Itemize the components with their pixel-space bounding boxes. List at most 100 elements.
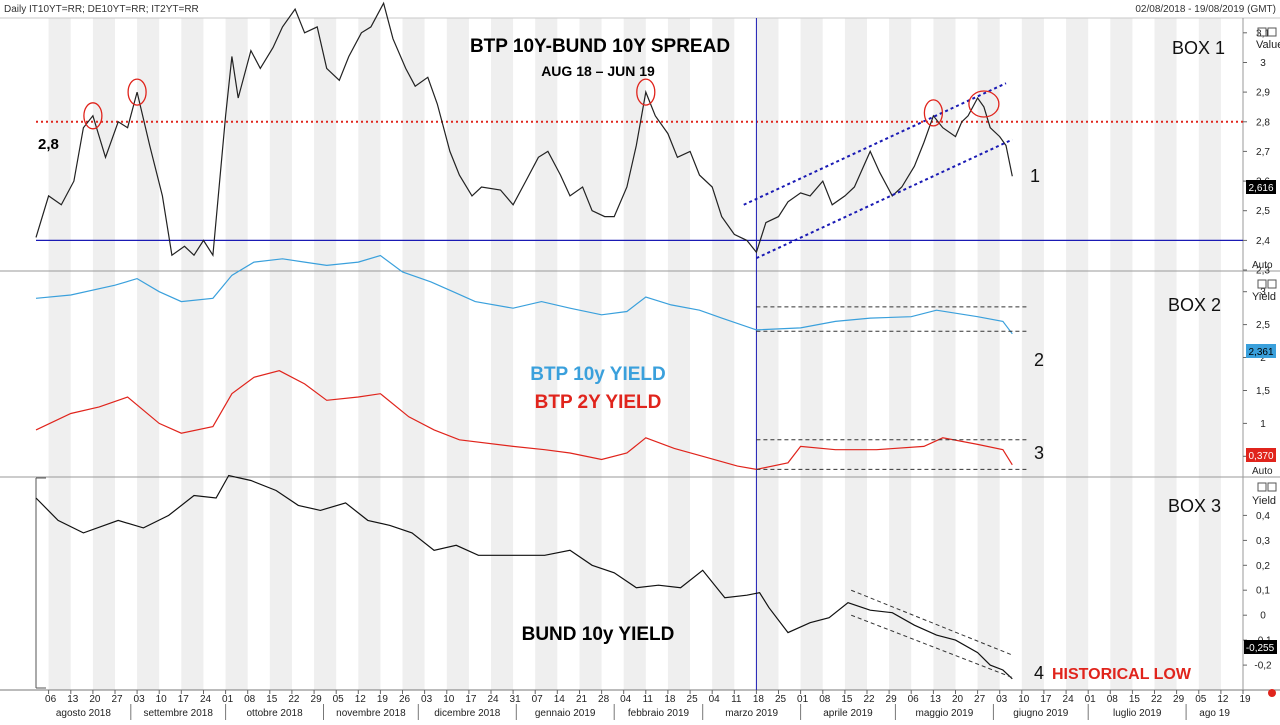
- month-label: ottobre 2018: [247, 708, 304, 719]
- box3-label: BOX 3: [1168, 496, 1221, 516]
- x-tick-label: 29: [1173, 694, 1185, 705]
- week-band: [667, 18, 690, 690]
- box3-tick-label: 0,3: [1256, 536, 1270, 547]
- x-tick-label: 29: [886, 694, 898, 705]
- box1-tick-label: 2,9: [1256, 88, 1270, 99]
- box3-panel-controls[interactable]: [1257, 482, 1277, 492]
- week-band: [535, 18, 558, 690]
- alert-dot-icon[interactable]: [1268, 689, 1276, 697]
- box1-panel-controls[interactable]: [1257, 27, 1277, 37]
- marker-4: 4: [1034, 663, 1044, 683]
- x-tick-label: 20: [89, 694, 101, 705]
- month-label: giugno 2019: [1013, 708, 1068, 719]
- box3-close-icon[interactable]: [1267, 482, 1277, 492]
- bund-last-value: -0,255: [1246, 643, 1275, 654]
- x-tick-label: 25: [687, 694, 699, 705]
- box3-minimize-icon[interactable]: [1257, 482, 1267, 492]
- week-band: [889, 18, 912, 690]
- box2-tick-label: 3: [1260, 287, 1266, 298]
- x-tick-label: 24: [200, 694, 212, 705]
- x-tick-label: 29: [311, 694, 323, 705]
- month-label: ago 19: [1199, 708, 1230, 719]
- x-tick-label: 08: [1107, 694, 1119, 705]
- x-tick-label: 19: [1239, 694, 1251, 705]
- box2-close-icon[interactable]: [1267, 279, 1277, 289]
- x-tick-label: 11: [731, 694, 742, 705]
- box1-auto-label[interactable]: Auto: [1252, 260, 1273, 271]
- week-band: [137, 18, 160, 690]
- x-tick-label: 05: [333, 694, 345, 705]
- box2-tick-label: 1: [1260, 419, 1266, 430]
- x-tick-label: 26: [399, 694, 411, 705]
- box2-auto-label[interactable]: Auto: [1252, 466, 1273, 477]
- x-tick-label: 04: [709, 694, 721, 705]
- x-tick-label: 15: [1129, 694, 1141, 705]
- x-tick-label: 22: [288, 694, 300, 705]
- box1-axis-title: Value: [1256, 39, 1280, 51]
- box2-panel-controls[interactable]: [1257, 279, 1277, 289]
- box1-tick-label: 3: [1260, 58, 1266, 69]
- box3-axis-title: Yield: [1252, 495, 1276, 507]
- btp10-last-value-flag: [1246, 344, 1276, 358]
- week-band: [756, 18, 779, 690]
- channel-lower-line: [755, 138, 1013, 260]
- week-band: [181, 18, 204, 690]
- marker-2: 2: [1034, 350, 1044, 370]
- box1-minimize-icon[interactable]: [1257, 27, 1267, 37]
- box1-tick-label: 3,1: [1256, 28, 1270, 39]
- x-tick-label: 24: [1063, 694, 1075, 705]
- month-label: novembre 2018: [336, 708, 406, 719]
- x-tick-label: 18: [664, 694, 676, 705]
- box1-tick-label: 2,8: [1256, 117, 1270, 128]
- bund-yield-line: [35, 474, 1013, 680]
- x-tick-label: 14: [554, 694, 566, 705]
- x-tick-label: 04: [620, 694, 632, 705]
- date-range: 02/08/2018 - 19/08/2019 (GMT): [1135, 4, 1276, 15]
- x-tick-label: 18: [753, 694, 765, 705]
- week-band: [225, 18, 248, 690]
- x-tick-label: 01: [222, 694, 234, 705]
- box2-minimize-icon[interactable]: [1257, 279, 1267, 289]
- x-tick-label: 12: [355, 694, 367, 705]
- month-label: marzo 2019: [725, 708, 778, 719]
- x-tick-label: 24: [487, 694, 499, 705]
- spread-subtitle: AUG 18 – JUN 19: [541, 63, 655, 79]
- spread-line: [35, 1, 1013, 258]
- month-label: aprile 2019: [823, 708, 873, 719]
- week-band: [1066, 18, 1089, 690]
- week-band: [446, 18, 469, 690]
- week-band: [402, 18, 425, 690]
- week-band: [269, 18, 292, 690]
- btp10-series-label: BTP 10y YIELD: [530, 364, 666, 385]
- peak-highlight-circle: [127, 78, 147, 106]
- x-tick-label: 13: [930, 694, 942, 705]
- box1-tick-label: 2,4: [1256, 236, 1270, 247]
- instrument-list: Daily IT10YT=RR; DE10YT=RR; IT2YT=RR: [4, 4, 199, 15]
- x-tick-label: 01: [1085, 694, 1097, 705]
- peak-highlight-circle: [636, 78, 656, 106]
- x-tick-label: 17: [178, 694, 190, 705]
- box1-close-icon[interactable]: [1267, 27, 1277, 37]
- week-band: [491, 18, 514, 690]
- box3-tick-label: 0: [1260, 611, 1266, 622]
- x-tick-label: 15: [841, 694, 853, 705]
- peak-highlight-circle: [83, 102, 103, 130]
- peak-highlight-circle: [968, 90, 1000, 118]
- box1-tick-label: 2,3: [1256, 266, 1270, 277]
- btp10-yield-line: [35, 254, 1013, 335]
- x-tick-label: 13: [67, 694, 79, 705]
- x-tick-label: 22: [1151, 694, 1163, 705]
- series-lines: [35, 1, 1013, 680]
- week-band: [1110, 18, 1133, 690]
- x-tick-label: 17: [465, 694, 477, 705]
- month-label: dicembre 2018: [434, 708, 501, 719]
- x-tick-label: 07: [532, 694, 544, 705]
- x-tick-label: 12: [1217, 694, 1229, 705]
- x-tick-label: 08: [819, 694, 831, 705]
- week-band: [1154, 18, 1177, 690]
- month-label: agosto 2018: [56, 708, 111, 719]
- marker-1: 1: [1030, 166, 1040, 186]
- x-tick-label: 17: [1040, 694, 1052, 705]
- week-band: [844, 18, 867, 690]
